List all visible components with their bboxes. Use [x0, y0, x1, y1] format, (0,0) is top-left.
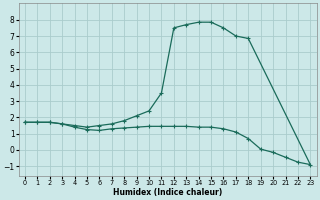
X-axis label: Humidex (Indice chaleur): Humidex (Indice chaleur)	[113, 188, 222, 197]
